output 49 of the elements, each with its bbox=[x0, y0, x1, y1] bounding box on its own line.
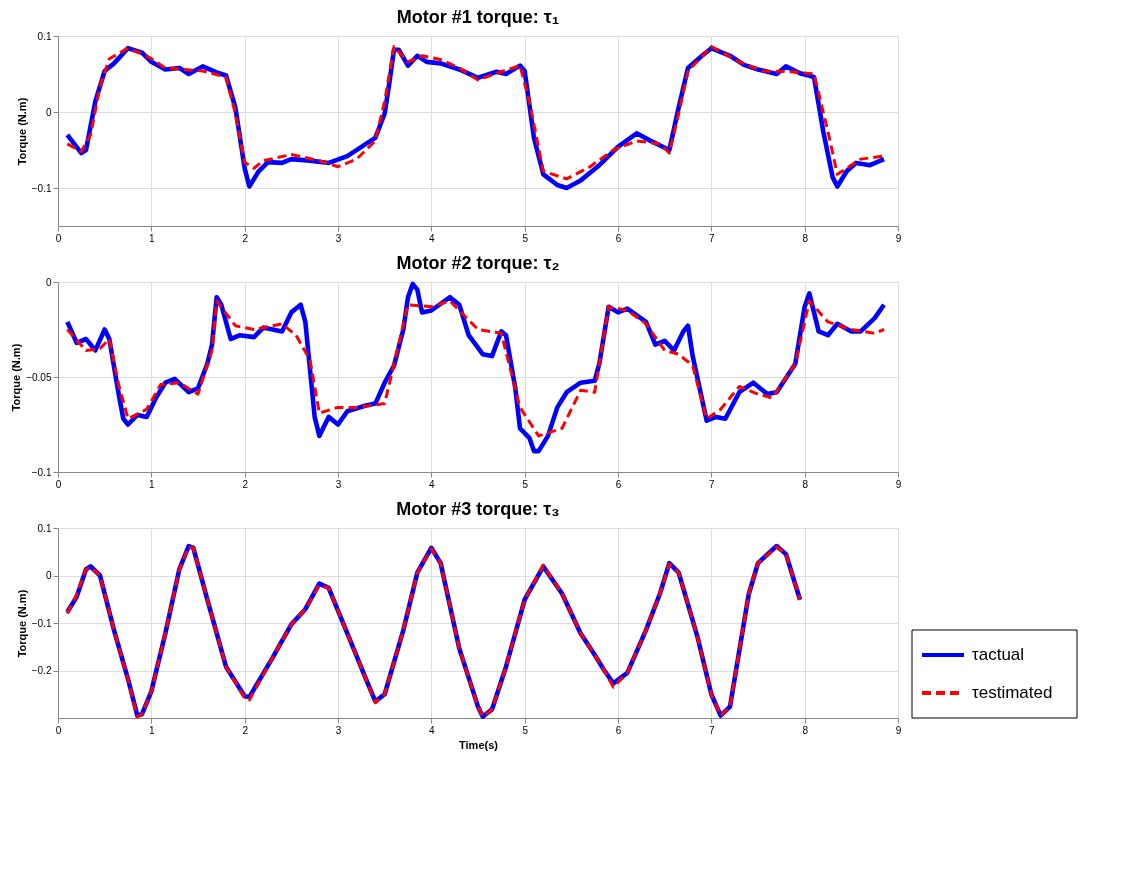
x-tick-label: 7 bbox=[709, 478, 716, 490]
y-axis-title: Torque (N.m) bbox=[10, 343, 23, 412]
y-tick-label: −0.05 bbox=[26, 371, 52, 383]
x-tick-label: 2 bbox=[242, 232, 249, 244]
x-tick-label: 6 bbox=[615, 232, 622, 244]
x-tick-label: 8 bbox=[802, 232, 809, 244]
x-tick-label: 1 bbox=[149, 724, 156, 736]
x-tick-label: 8 bbox=[802, 478, 809, 490]
x-tick-label: 5 bbox=[522, 232, 529, 244]
x-tick-label: 2 bbox=[242, 478, 249, 490]
legend-label: τestimated bbox=[972, 683, 1053, 702]
x-tick-label: 6 bbox=[615, 478, 622, 490]
x-tick-label: 9 bbox=[895, 232, 902, 244]
y-tick-label: 0 bbox=[45, 106, 52, 118]
x-tick-label: 8 bbox=[802, 724, 809, 736]
y-tick-label: −0.1 bbox=[31, 182, 52, 194]
x-tick-label: 1 bbox=[149, 232, 156, 244]
x-tick-label: 7 bbox=[709, 724, 716, 736]
legend-label: τactual bbox=[972, 645, 1025, 664]
x-tick-label: 2 bbox=[242, 724, 249, 736]
x-tick-label: 4 bbox=[429, 478, 436, 490]
x-tick-label: 9 bbox=[895, 724, 902, 736]
x-tick-label: 4 bbox=[429, 724, 436, 736]
x-tick-label: 9 bbox=[895, 478, 902, 490]
y-tick-label: 0.1 bbox=[37, 30, 52, 42]
x-tick-label: 5 bbox=[522, 724, 529, 736]
x-tick-label: 7 bbox=[709, 232, 716, 244]
x-tick-label: 5 bbox=[522, 478, 529, 490]
chart-title: Motor #3 torque: τ₃ bbox=[396, 499, 560, 519]
y-tick-label: −0.1 bbox=[31, 466, 52, 478]
chart-title: Motor #1 torque: τ₁ bbox=[396, 7, 560, 27]
x-tick-label: 3 bbox=[335, 724, 342, 736]
y-tick-label: −0.1 bbox=[31, 617, 52, 629]
x-axis-title: Time(s) bbox=[459, 738, 499, 751]
x-tick-label: 3 bbox=[335, 232, 342, 244]
x-tick-label: 6 bbox=[615, 724, 622, 736]
x-tick-label: 0 bbox=[55, 478, 62, 490]
chart-title: Motor #2 torque: τ₂ bbox=[396, 253, 560, 273]
x-tick-label: 4 bbox=[429, 232, 436, 244]
x-tick-label: 0 bbox=[55, 232, 62, 244]
y-tick-label: 0 bbox=[45, 276, 52, 288]
y-tick-label: −0.2 bbox=[31, 665, 52, 676]
x-tick-label: 3 bbox=[335, 478, 342, 490]
x-tick-label: 1 bbox=[149, 478, 156, 490]
y-axis-title: Torque (N.m) bbox=[15, 97, 28, 166]
y-tick-label: 0.1 bbox=[37, 522, 52, 534]
x-tick-label: 0 bbox=[55, 724, 62, 736]
y-axis-title: Torque (N.m) bbox=[15, 589, 28, 658]
y-tick-label: 0 bbox=[45, 570, 52, 581]
